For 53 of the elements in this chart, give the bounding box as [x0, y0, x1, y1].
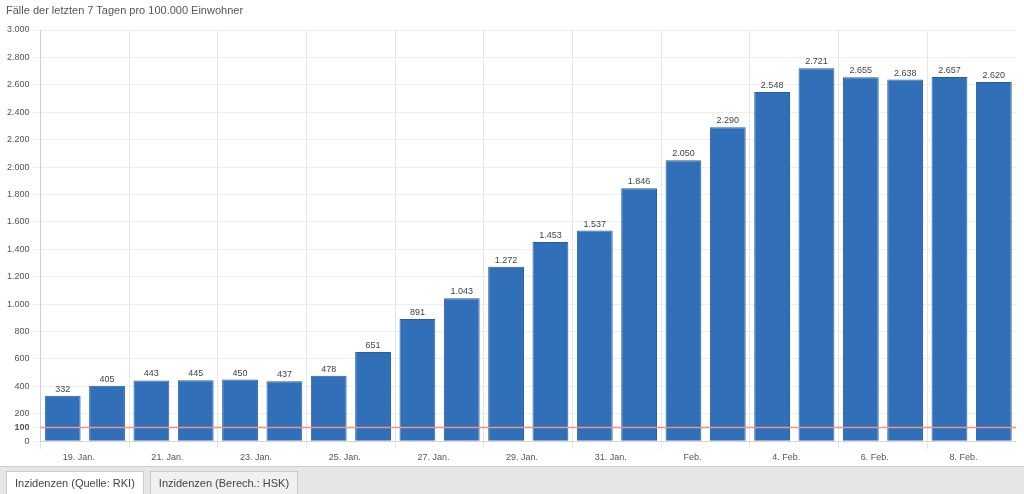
- y-tick-label: 2.000: [6, 161, 30, 172]
- data-label: 2.050: [672, 148, 695, 159]
- chart-title: Fälle der letzten 7 Tagen pro 100.000 Einwohner: [6, 4, 244, 16]
- y-tick-label: 200: [14, 408, 30, 419]
- data-label: 405: [99, 373, 115, 384]
- y-tick-label: 2.400: [6, 106, 30, 117]
- data-label: 2.290: [716, 115, 740, 126]
- y-tick-label: 100: [14, 421, 30, 432]
- x-tick-label: 23. Jan.: [240, 452, 273, 463]
- x-tick-label: 29. Jan.: [506, 452, 539, 463]
- data-label: 1.043: [450, 286, 474, 297]
- data-label: 1.453: [539, 230, 562, 241]
- data-label: 2.620: [982, 70, 1006, 81]
- y-tick-label: 3.000: [6, 24, 30, 35]
- x-tick-label: 25. Jan.: [328, 452, 361, 463]
- data-label: 437: [276, 369, 292, 380]
- data-label: 478: [321, 363, 337, 374]
- x-tick-label: 4. Feb.: [772, 452, 801, 463]
- data-label: 443: [143, 368, 159, 379]
- x-tick-label: 8. Feb.: [949, 452, 978, 463]
- y-tick-label: 800: [14, 326, 30, 337]
- text: Inzidenzen (Berech.: HSK): [149, 471, 299, 494]
- data-label: 2.638: [893, 67, 917, 78]
- y-tick-label: 1.600: [6, 216, 30, 227]
- text: Inzidenzen (Quelle: RKI): [6, 471, 144, 494]
- y-tick-label: 400: [14, 380, 30, 391]
- data-label: 445: [188, 368, 204, 379]
- x-tick-label: 6. Feb.: [860, 452, 889, 463]
- data-label: 1.846: [627, 176, 651, 187]
- data-label: 332: [55, 383, 71, 394]
- data-label: 2.657: [938, 65, 961, 75]
- y-tick-label: 600: [14, 353, 30, 364]
- x-tick-label: Feb.: [683, 452, 702, 463]
- x-tick-label: 21. Jan.: [151, 452, 184, 463]
- data-label: 2.721: [805, 56, 828, 67]
- y-tick-label: 1.000: [6, 298, 30, 309]
- data-label: 891: [409, 307, 425, 318]
- x-tick-label: 27. Jan.: [417, 452, 450, 463]
- y-tick-label: 1.800: [6, 188, 30, 199]
- data-label: 2.655: [849, 65, 873, 76]
- y-tick-label: 1.400: [6, 243, 30, 254]
- y-tick-label: 0: [24, 435, 30, 446]
- y-tick-label: 1.200: [6, 271, 30, 282]
- data-label: 2.548: [760, 79, 784, 90]
- x-tick-label: 31. Jan.: [594, 452, 627, 463]
- x-tick-label: 19. Jan.: [62, 452, 95, 463]
- y-tick-label: 2.600: [6, 79, 30, 90]
- y-tick-label: 2.200: [6, 134, 30, 145]
- y-tick-label: 2.800: [6, 51, 30, 62]
- data-label: 1.272: [494, 254, 518, 265]
- data-label: 450: [232, 367, 248, 378]
- data-label: 1.537: [583, 218, 607, 229]
- data-label: 651: [365, 339, 381, 350]
